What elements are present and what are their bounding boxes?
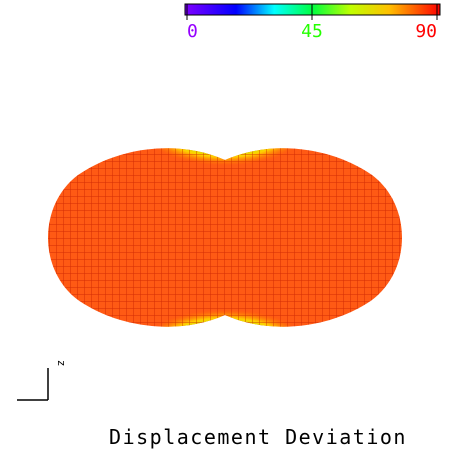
surface	[48, 148, 402, 327]
colorbar: 0 45 90	[184, 3, 441, 42]
surface-mesh	[48, 148, 402, 327]
axis-label: z	[55, 360, 68, 367]
title: Displacement Deviation	[109, 425, 407, 449]
axis-triad: z	[17, 360, 68, 401]
colorbar-tick-label: 90	[415, 21, 437, 42]
colorbar-tick-label: 0	[187, 21, 198, 42]
colorbar-tick-label: 45	[301, 21, 323, 42]
